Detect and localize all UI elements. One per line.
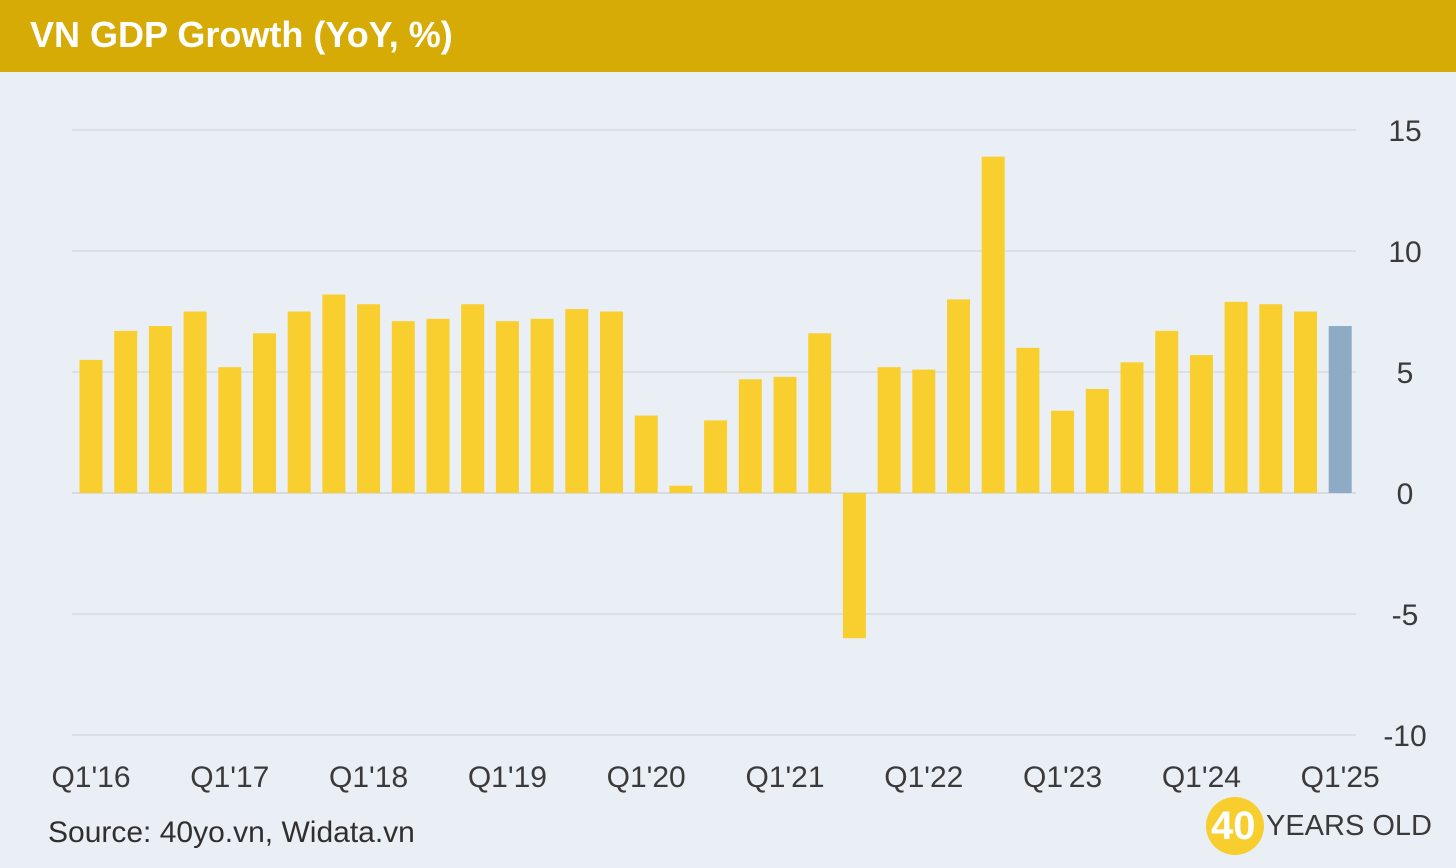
x-tick-label: Q1'18: [329, 761, 408, 794]
bar: [634, 415, 658, 493]
logo-number: 40: [1211, 804, 1256, 848]
source-note: Source: 40yo.vn, Widata.vn: [48, 816, 415, 849]
y-tick-label: 5: [1397, 357, 1414, 390]
bar: [1085, 388, 1109, 493]
x-tick-label: Q1'16: [51, 761, 130, 794]
bar: [669, 485, 693, 493]
bar: [1259, 304, 1283, 493]
x-tick-label: Q1'20: [607, 761, 686, 794]
bar: [1016, 347, 1040, 493]
bar: [114, 330, 138, 493]
bar: [495, 321, 519, 493]
bar: [1294, 311, 1317, 493]
bar: [530, 318, 554, 493]
bar: [322, 294, 346, 493]
bar: [183, 311, 207, 493]
bar: [842, 493, 866, 639]
y-tick-label: 15: [1388, 115, 1421, 148]
bar: [738, 379, 762, 493]
bar: [877, 367, 901, 493]
bar: [391, 321, 415, 493]
bar: [1120, 362, 1144, 493]
bar: [1224, 301, 1248, 493]
bar: [148, 326, 172, 493]
title-bar: VN GDP Growth (YoY, %): [0, 0, 1456, 72]
bar: [461, 304, 485, 493]
logo-badge: [1206, 797, 1264, 855]
chart-title: VN GDP Growth (YoY, %): [30, 14, 453, 55]
bar: [1189, 355, 1213, 493]
bar: [426, 318, 450, 493]
bar: [704, 420, 728, 493]
bar: [808, 333, 832, 493]
x-tick-label: Q1'17: [190, 761, 269, 794]
bar: [981, 156, 1005, 493]
bar: [1051, 410, 1075, 493]
x-tick-label: Q1'19: [468, 761, 547, 794]
bar: [565, 309, 589, 493]
y-tick-label: 10: [1388, 236, 1421, 269]
logo-text: YEARS OLD: [1266, 810, 1432, 842]
x-tick-label: Q1'21: [745, 761, 824, 794]
bar: [79, 359, 103, 493]
bar: [947, 299, 970, 493]
y-tick-label: -5: [1392, 599, 1419, 632]
bar: [1155, 330, 1179, 493]
x-tick-label: Q1'23: [1023, 761, 1102, 794]
bar: [218, 367, 242, 493]
x-tick-label: Q1'24: [1162, 761, 1241, 794]
bar-chart: 15 10 5 0 -5 -10 Q1'16 Q1'17 Q1'18 Q1'19 Q1'20 Q1'2…: [51, 115, 1426, 794]
bar: [1328, 326, 1352, 493]
bar: [287, 311, 311, 493]
y-tick-label: -10: [1383, 720, 1426, 753]
x-tick-label: Q1'22: [884, 761, 963, 794]
bar: [600, 311, 623, 493]
bar: [773, 376, 797, 493]
bar: [912, 369, 936, 493]
bar: [253, 333, 276, 493]
x-tick-label: Q1'25: [1301, 761, 1380, 794]
y-tick-label: 0: [1397, 478, 1414, 511]
bar: [357, 304, 381, 493]
